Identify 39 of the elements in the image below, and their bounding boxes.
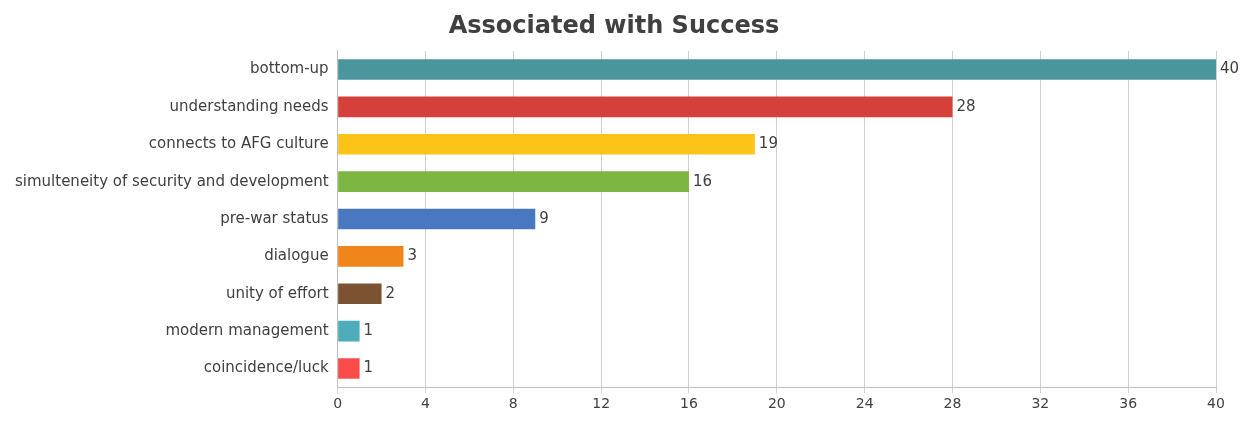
x-tick-label: 12	[592, 395, 611, 412]
y-tick-label: pre-war status	[220, 208, 329, 227]
data-label: 16	[692, 171, 713, 190]
y-tick-label: modern management	[165, 321, 329, 340]
data-label: 19	[758, 134, 778, 153]
bar	[338, 133, 755, 155]
x-tick-label: 40	[1207, 395, 1225, 412]
x-tick-label: 0	[333, 395, 343, 412]
x-tick-label: 4	[421, 395, 431, 412]
y-tick-label: bottom-up	[249, 59, 329, 78]
x-tick-label: 24	[855, 395, 874, 412]
data-label: 3	[407, 246, 418, 265]
bar	[338, 171, 689, 192]
data-label: 1	[363, 321, 374, 340]
bar	[338, 358, 360, 379]
bar	[338, 320, 360, 342]
y-tick-label: connects to AFG culture	[148, 134, 329, 153]
y-tick-label: unity of effort	[225, 283, 329, 302]
chart-title: Associated with Success	[448, 10, 780, 39]
y-tick-label: coincidence/luck	[203, 358, 329, 377]
bar	[338, 208, 536, 230]
data-label: 40	[1220, 59, 1240, 78]
x-tick-label: 8	[508, 395, 518, 412]
data-label: 28	[956, 96, 976, 115]
data-label: 1	[363, 358, 374, 377]
x-tick-label: 20	[767, 395, 786, 412]
x-tick-label: 16	[680, 395, 698, 412]
data-label: 2	[385, 283, 396, 302]
x-tick-label: 28	[943, 395, 962, 412]
data-label: 9	[539, 208, 549, 227]
bar	[338, 283, 382, 305]
y-tick-label: dialogue	[264, 246, 329, 265]
bar	[338, 96, 953, 118]
y-tick-label: understanding needs	[169, 96, 329, 115]
bar	[338, 246, 404, 267]
y-tick-label: simulteneity of security and development	[14, 171, 329, 190]
x-tick-label: 36	[1119, 395, 1138, 412]
x-tick-label: 32	[1031, 395, 1050, 412]
bar	[338, 59, 1216, 80]
